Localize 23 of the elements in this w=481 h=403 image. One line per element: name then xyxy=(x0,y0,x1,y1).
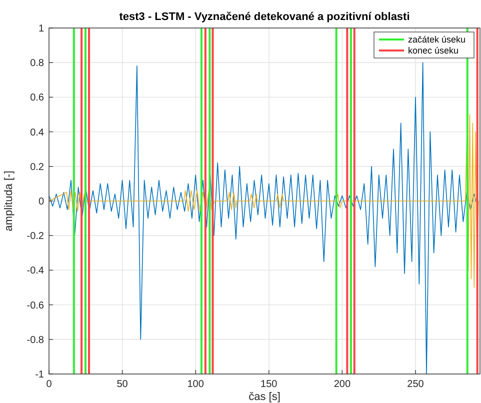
y-tick-label: 0.4 xyxy=(30,127,44,138)
y-tick-label: 0.2 xyxy=(30,162,44,173)
x-tick-label: 150 xyxy=(260,379,278,390)
y-tick-label: -0.4 xyxy=(26,266,44,277)
x-tick-label: 200 xyxy=(334,379,351,390)
x-tick-label: 100 xyxy=(187,379,204,390)
y-axis-title: amplituda [-] xyxy=(3,170,15,232)
y-tick-label: 0.6 xyxy=(30,92,44,104)
x-tick-label: 0 xyxy=(46,379,52,390)
y-tick-label: -0.2 xyxy=(26,231,44,242)
legend-label: konec úseku xyxy=(408,46,459,56)
x-tick-label: 50 xyxy=(116,379,128,390)
chart-title: test3 - LSTM - Vyznačené detekované a pozitivní oblasti xyxy=(119,11,410,23)
y-tick-label: 1 xyxy=(38,24,44,34)
line-series xyxy=(49,114,479,288)
legend-label: začátek úseku xyxy=(408,34,466,44)
y-tick-label: 0.8 xyxy=(30,58,44,70)
y-tick-label: 0 xyxy=(38,196,44,208)
x-axis-title: čas [s] xyxy=(248,391,280,403)
y-tick-label: -1 xyxy=(35,370,44,380)
x-tick-label: 250 xyxy=(407,379,424,390)
y-tick-label: -0.6 xyxy=(26,300,44,312)
y-tick-label: -0.8 xyxy=(26,334,44,346)
